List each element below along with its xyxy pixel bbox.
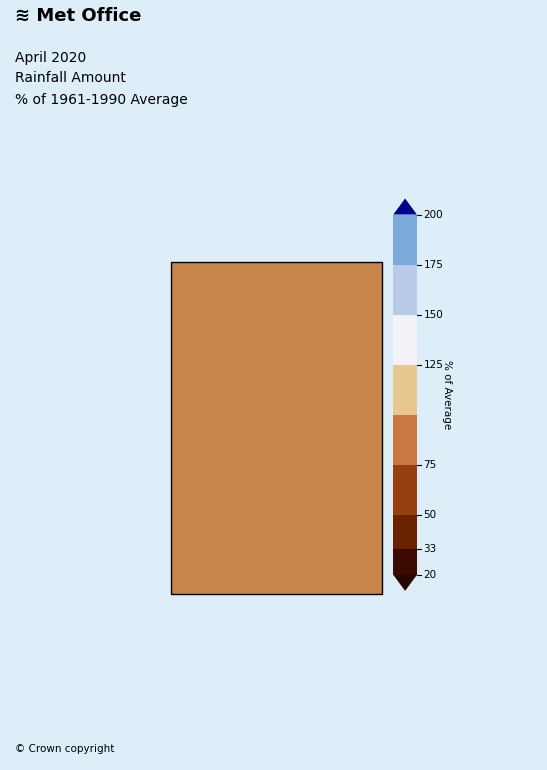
Bar [393,515,417,549]
Polygon shape [393,199,417,215]
Text: 20: 20 [423,570,437,580]
Bar [393,265,417,315]
Bar [393,315,417,365]
Text: 200: 200 [423,209,443,219]
Bar [393,215,417,265]
Text: % of Average: % of Average [443,360,452,430]
Text: 33: 33 [423,544,437,554]
Bar [171,263,382,594]
Text: 125: 125 [423,360,443,370]
Bar [393,549,417,575]
Text: ≋ Met Office: ≋ Met Office [15,7,141,25]
Text: Rainfall Amount: Rainfall Amount [15,72,126,85]
Text: April 2020: April 2020 [15,51,86,65]
Text: 50: 50 [423,510,437,520]
Text: © Crown copyright: © Crown copyright [15,744,114,754]
Text: % of 1961-1990 Average: % of 1961-1990 Average [15,93,188,107]
Polygon shape [393,575,417,591]
Bar [393,465,417,515]
Bar [393,365,417,415]
Text: 150: 150 [423,310,443,320]
Text: 75: 75 [423,460,437,470]
Text: 175: 175 [423,259,443,270]
Bar [393,415,417,465]
